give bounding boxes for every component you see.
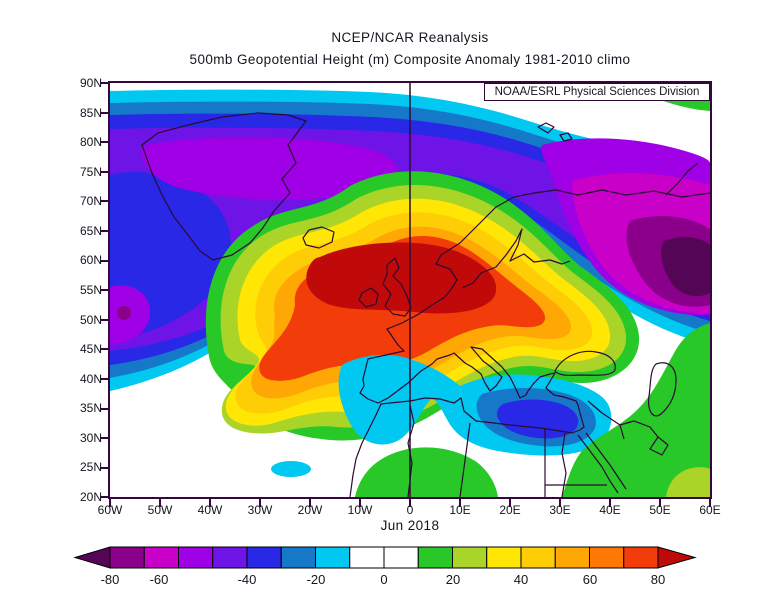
map-plot-area [108, 81, 712, 499]
lon-tick [409, 499, 411, 507]
coastlines [141, 112, 710, 497]
lat-tick [100, 496, 108, 498]
lat-label: 35N [79, 401, 102, 415]
lon-tick [459, 499, 461, 507]
lat-tick [100, 82, 108, 84]
lat-label: 20N [79, 490, 102, 504]
lat-tick [100, 171, 108, 173]
lat-label: 50N [79, 313, 102, 327]
lon-label: 60E [699, 503, 721, 517]
lat-label: 45N [79, 342, 102, 356]
lon-label: 20W [297, 503, 323, 517]
lat-label: 30N [79, 431, 102, 445]
colorbar-tick-label: 80 [650, 572, 666, 587]
lat-tick [100, 289, 108, 291]
lon-tick [209, 499, 211, 507]
lat-tick [100, 230, 108, 232]
colorbar [73, 546, 697, 569]
colorbar-tick-label: -20 [306, 572, 326, 587]
lat-label: 25N [79, 460, 102, 474]
lat-label: 80N [79, 135, 102, 149]
lon-label: 40E [599, 503, 621, 517]
lat-label: 75N [79, 165, 102, 179]
lon-label: 10W [347, 503, 373, 517]
lat-tick [100, 200, 108, 202]
lon-tick [259, 499, 261, 507]
lat-label: 90N [79, 76, 102, 90]
lon-label: 20E [499, 503, 521, 517]
lon-tick [509, 499, 511, 507]
colorbar-tick-label: 20 [445, 572, 461, 587]
lat-tick [100, 378, 108, 380]
chart-subtitle: 500mb Geopotential Height (m) Composite … [189, 52, 631, 67]
lon-tick [109, 499, 111, 507]
colorbar-tick-label: -80 [100, 572, 120, 587]
anomaly-contour-map [110, 83, 710, 497]
lat-label: 70N [79, 194, 102, 208]
lon-label: 50E [649, 503, 671, 517]
lat-label: 40N [79, 372, 102, 386]
lon-label: 10E [449, 503, 471, 517]
lon-label: 50W [147, 503, 173, 517]
lat-label: 60N [79, 253, 102, 267]
lon-tick [659, 499, 661, 507]
lat-tick [100, 348, 108, 350]
lat-tick [100, 319, 108, 321]
lon-label: 30W [247, 503, 273, 517]
attribution-box: NOAA/ESRL Physical Sciences Division [484, 83, 710, 101]
lon-tick [309, 499, 311, 507]
colorbar-tick-label: -60 [149, 572, 169, 587]
lon-tick [159, 499, 161, 507]
colorbar-tick-label: 40 [513, 572, 529, 587]
lat-label: 85N [79, 106, 102, 120]
period-label: Jun 2018 [380, 518, 440, 533]
lon-tick [359, 499, 361, 507]
colorbar-tick-label: -40 [237, 572, 257, 587]
lat-tick [100, 467, 108, 469]
lon-label: 60W [97, 503, 123, 517]
lat-tick [100, 408, 108, 410]
lat-label: 55N [79, 283, 102, 297]
lon-tick [709, 499, 711, 507]
lon-label: 0 [406, 503, 414, 517]
lat-tick [100, 112, 108, 114]
lon-label: 40W [197, 503, 223, 517]
lat-label: 65N [79, 224, 102, 238]
lon-tick [609, 499, 611, 507]
lon-tick [559, 499, 561, 507]
colorbar-tick-label: 0 [380, 572, 388, 587]
lat-tick [100, 260, 108, 262]
chart-title: NCEP/NCAR Reanalysis [331, 30, 489, 45]
lat-tick [100, 437, 108, 439]
lon-label: 30E [549, 503, 571, 517]
lat-tick [100, 141, 108, 143]
colorbar-tick-label: 60 [582, 572, 598, 587]
